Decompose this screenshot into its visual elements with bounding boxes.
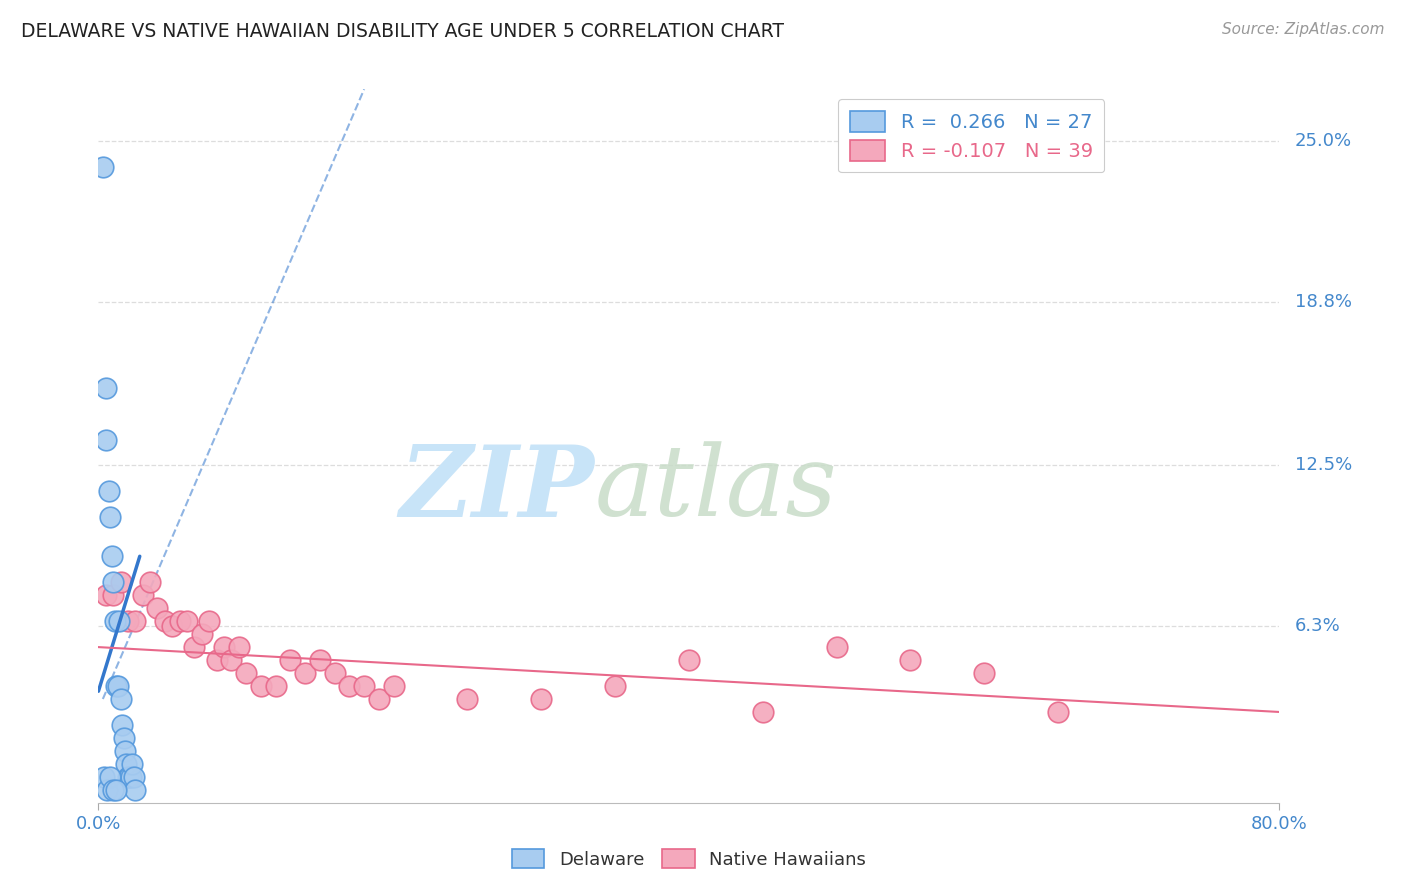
Point <box>212 640 235 654</box>
Point <box>139 575 162 590</box>
Point <box>605 679 627 693</box>
Point <box>176 614 198 628</box>
Point <box>278 653 302 667</box>
Point <box>100 549 122 564</box>
Point <box>353 679 375 693</box>
Point <box>124 782 146 797</box>
Point <box>104 614 127 628</box>
Point <box>94 588 117 602</box>
Point <box>121 756 143 771</box>
Point <box>110 692 132 706</box>
Point <box>94 433 117 447</box>
Point <box>337 679 360 693</box>
Text: 12.5%: 12.5% <box>1295 457 1353 475</box>
Point <box>530 692 553 706</box>
Point <box>93 770 115 784</box>
Point <box>228 640 250 654</box>
Point <box>117 614 139 628</box>
Text: DELAWARE VS NATIVE HAWAIIAN DISABILITY AGE UNDER 5 CORRELATION CHART: DELAWARE VS NATIVE HAWAIIAN DISABILITY A… <box>21 22 785 41</box>
Point <box>103 782 125 797</box>
Point <box>169 614 191 628</box>
Point <box>162 619 183 633</box>
Point <box>111 718 134 732</box>
Point <box>132 588 155 602</box>
Point <box>235 666 257 681</box>
Point <box>183 640 205 654</box>
Point <box>103 575 125 590</box>
Point <box>294 666 316 681</box>
Point <box>191 627 214 641</box>
Point <box>205 653 228 667</box>
Point <box>110 575 132 590</box>
Point <box>1046 705 1069 719</box>
Point <box>751 705 773 719</box>
Legend: Delaware, Native Hawaiians: Delaware, Native Hawaiians <box>505 841 873 876</box>
Point <box>112 731 135 745</box>
Point <box>94 381 117 395</box>
Text: ZIP: ZIP <box>399 441 595 537</box>
Point <box>382 679 405 693</box>
Point <box>98 510 121 524</box>
Point <box>309 653 332 667</box>
Point <box>678 653 700 667</box>
Point <box>98 770 121 784</box>
Point <box>153 614 176 628</box>
Point <box>117 770 139 784</box>
Point <box>107 679 129 693</box>
Point <box>900 653 922 667</box>
Point <box>323 666 346 681</box>
Point <box>114 744 136 758</box>
Text: 18.8%: 18.8% <box>1295 293 1351 311</box>
Point <box>124 614 146 628</box>
Point <box>250 679 273 693</box>
Point <box>105 679 128 693</box>
Text: 25.0%: 25.0% <box>1295 132 1353 150</box>
Point <box>146 601 169 615</box>
Point <box>368 692 391 706</box>
Point <box>103 588 125 602</box>
Point <box>219 653 243 667</box>
Point <box>97 484 120 499</box>
Text: 6.3%: 6.3% <box>1295 617 1340 635</box>
Point <box>120 770 142 784</box>
Point <box>91 160 114 174</box>
Point <box>825 640 848 654</box>
Point <box>118 770 141 784</box>
Point <box>198 614 221 628</box>
Text: Source: ZipAtlas.com: Source: ZipAtlas.com <box>1222 22 1385 37</box>
Point <box>264 679 287 693</box>
Text: atlas: atlas <box>595 442 837 536</box>
Point <box>105 782 128 797</box>
Point <box>108 614 131 628</box>
Point <box>973 666 995 681</box>
Point <box>96 782 118 797</box>
Point <box>115 756 138 771</box>
Point <box>456 692 478 706</box>
Point <box>122 770 145 784</box>
